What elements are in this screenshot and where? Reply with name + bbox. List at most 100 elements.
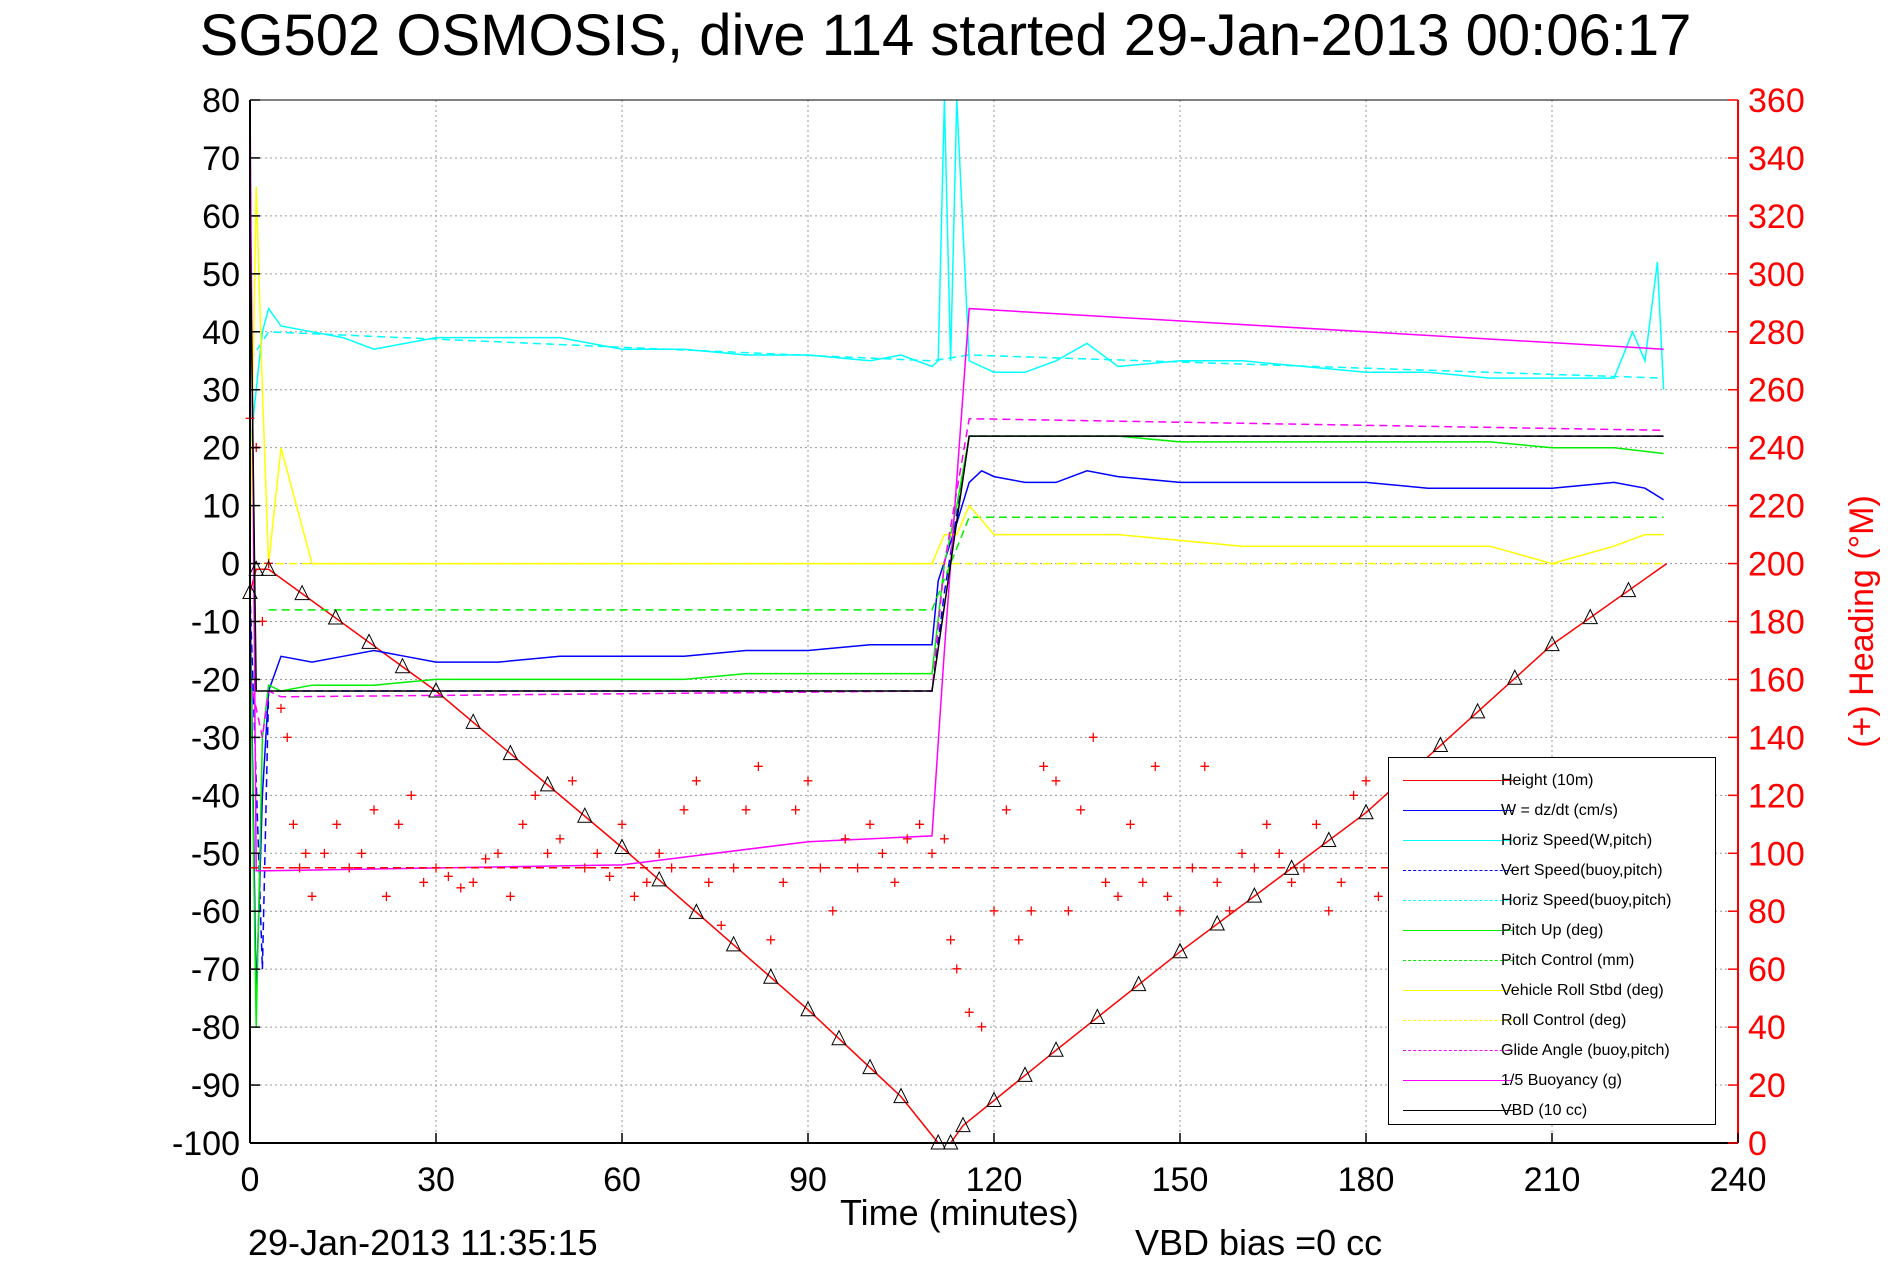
height-marker (651, 870, 668, 887)
heading-marker: + (530, 785, 541, 805)
legend-item: VBD (10 cc) (1389, 1096, 1715, 1126)
height-marker (502, 744, 519, 761)
height-marker (762, 968, 779, 984)
height-marker (1283, 859, 1300, 875)
y-tick-label: 0 (221, 546, 240, 584)
y2-tick-label: 100 (1748, 835, 1805, 873)
y2-tick-label: 20 (1748, 1067, 1786, 1105)
heading-marker: + (443, 866, 454, 886)
heading-marker: + (1051, 771, 1062, 791)
y2-tick-label: 160 (1748, 661, 1805, 699)
heading-marker: + (1249, 858, 1260, 878)
heading-marker: + (728, 858, 739, 878)
heading-marker: + (301, 843, 312, 863)
series-line-11 (249, 215, 1664, 692)
y2-tick-label: 300 (1748, 256, 1805, 294)
heading-marker: + (790, 800, 801, 820)
height-marker (394, 657, 411, 674)
height-marker (576, 807, 593, 823)
height-marker (986, 1091, 1002, 1108)
heading-marker: + (555, 829, 566, 849)
heading-marker: + (480, 849, 491, 869)
footer-date: 29-Jan-2013 11:35:15 (248, 1222, 598, 1263)
heading-marker: + (1373, 887, 1384, 907)
legend-label: Pitch Control (mm) (1501, 952, 1635, 969)
heading-marker: + (332, 814, 343, 834)
height-marker (361, 633, 377, 649)
heading-marker: + (989, 901, 1000, 921)
heading-marker: + (1274, 843, 1285, 863)
y-tick-label: 60 (202, 198, 240, 236)
legend-swatch (1403, 960, 1513, 961)
series-line-6 (268, 516, 1664, 611)
heading-marker: + (952, 959, 963, 979)
legend-swatch (1403, 930, 1513, 931)
heading-marker: + (1348, 785, 1359, 805)
heading-marker: + (666, 858, 677, 878)
heading-marker: + (1076, 800, 1087, 820)
x-tick-label: 210 (1524, 1161, 1581, 1199)
y2-tick-label: 260 (1748, 372, 1805, 410)
heading-marker: + (288, 814, 299, 834)
y-tick-label: 20 (202, 430, 240, 468)
x-tick-label: 60 (603, 1161, 641, 1199)
heading-marker: + (778, 872, 789, 892)
heading-marker: + (381, 887, 392, 907)
heading-marker: + (493, 843, 504, 863)
legend-swatch (1403, 1020, 1513, 1021)
height-marker (1506, 669, 1523, 685)
y2-tick-label: 0 (1748, 1125, 1767, 1163)
series-line-4 (249, 331, 1664, 379)
heading-marker: + (257, 612, 268, 632)
series-line-2 (249, 99, 1665, 448)
heading-marker: + (1100, 872, 1111, 892)
heading-marker: + (642, 872, 653, 892)
heading-marker: + (1150, 756, 1161, 776)
y-tick-label: -80 (191, 1009, 240, 1047)
y-tick-label: 70 (202, 140, 240, 178)
legend-item: Height (10m) (1389, 766, 1715, 796)
y2-axis-label: (+) Heading (°M) (1843, 495, 1881, 748)
x-tick-label: 30 (417, 1161, 455, 1199)
legend-item: Pitch Up (deg) (1389, 916, 1715, 946)
heading-marker: + (914, 814, 925, 834)
series-line-9 (249, 417, 1664, 738)
y-tick-label: 80 (202, 82, 240, 120)
height-marker (1544, 635, 1560, 652)
legend-label: Glide Angle (buoy,pitch) (1501, 1042, 1670, 1059)
legend-label: Vert Speed(buoy,pitch) (1501, 862, 1663, 879)
heading-marker: + (282, 727, 293, 747)
heading-marker: + (840, 829, 851, 849)
y2-tick-label: 280 (1748, 314, 1805, 352)
heading-marker: + (1311, 814, 1322, 834)
heading-marker: + (629, 887, 640, 907)
legend-swatch (1403, 840, 1513, 841)
y2-tick-label: 220 (1748, 488, 1805, 526)
heading-marker: + (976, 1017, 987, 1037)
x-tick-label: 150 (1152, 1161, 1209, 1199)
y-tick-label: -60 (191, 893, 240, 931)
height-marker (893, 1087, 909, 1104)
height-marker (1432, 736, 1449, 753)
height-marker (955, 1116, 971, 1133)
heading-marker: + (294, 858, 305, 878)
y2-tick-label: 40 (1748, 1009, 1786, 1047)
heading-marker: + (1113, 887, 1124, 907)
heading-marker: + (356, 843, 367, 863)
series-line-5 (249, 435, 1664, 1028)
height-marker (1172, 942, 1188, 959)
legend-swatch (1403, 780, 1513, 781)
heading-marker: + (1162, 887, 1173, 907)
heading-marker: + (1237, 843, 1248, 863)
heading-marker: + (1063, 901, 1074, 921)
heading-marker: + (406, 785, 417, 805)
height-marker (1320, 831, 1337, 848)
height-marker (1209, 914, 1226, 931)
heading-marker: + (716, 916, 727, 936)
heading-marker: + (1286, 872, 1297, 892)
heading-marker: + (276, 698, 287, 718)
heading-marker: + (766, 930, 777, 950)
legend-label: VBD (10 cc) (1501, 1102, 1588, 1119)
heading-marker: + (307, 887, 318, 907)
x-tick-label: 180 (1338, 1161, 1395, 1199)
